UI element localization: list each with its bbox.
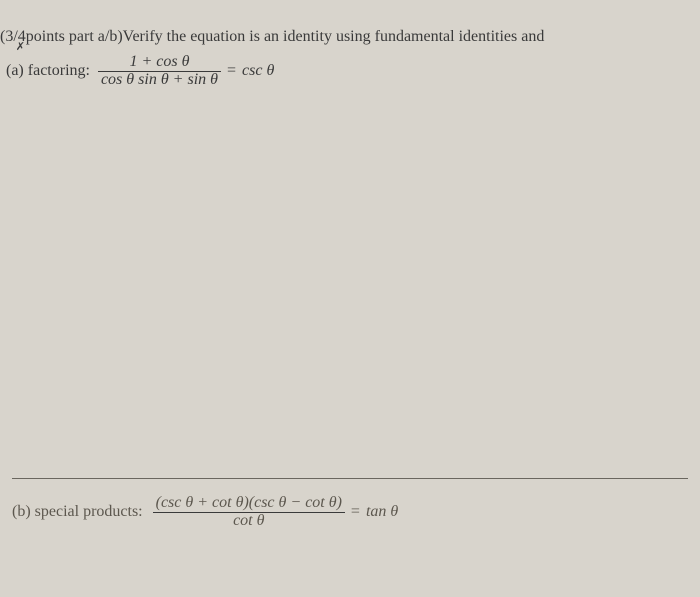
part-b-section: (b) special products: (csc θ + cot θ)(cs… [12, 478, 688, 530]
part-a-rhs: csc θ [242, 62, 274, 80]
part-a-row: (a) factoring: 1 + cos θ cos θ sin θ + s… [6, 54, 688, 89]
part-b-label: (b) special products: [12, 503, 143, 521]
equals-sign: = [351, 503, 360, 521]
part-a-label: (a) factoring: [6, 62, 90, 80]
problem-header: (3/ 4 ✗ points part a/b) Verify the equa… [0, 28, 688, 46]
part-b-fraction: (csc θ + cot θ)(csc θ − cot θ) cot θ [153, 495, 345, 530]
part-a-denominator: cos θ sin θ + sin θ [98, 72, 221, 89]
part-a-numerator: 1 + cos θ [126, 54, 192, 71]
part-b-rhs: tan θ [366, 503, 398, 521]
equals-sign: = [227, 62, 236, 80]
points-digit-struck: 4 ✗ [18, 28, 26, 46]
part-a-fraction: 1 + cos θ cos θ sin θ + sin θ [98, 54, 221, 89]
part-b-row: (b) special products: (csc θ + cot θ)(cs… [12, 495, 688, 530]
divider-line [12, 478, 688, 479]
points-suffix: points part a/b) [26, 28, 123, 46]
part-b-numerator: (csc θ + cot θ)(csc θ − cot θ) [153, 495, 345, 512]
worksheet-page: (3/ 4 ✗ points part a/b) Verify the equa… [0, 0, 700, 101]
strike-mark: ✗ [16, 40, 24, 53]
part-b-denominator: cot θ [230, 513, 267, 530]
instruction-text: Verify the equation is an identity using… [123, 28, 545, 46]
